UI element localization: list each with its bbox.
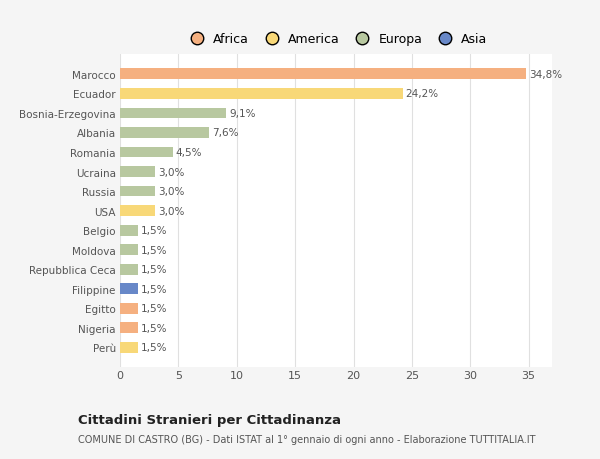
Legend: Africa, America, Europa, Asia: Africa, America, Europa, Asia (185, 33, 487, 46)
Bar (120, 245, 137, 256)
Bar (120, 186, 155, 197)
Text: 1,5%: 1,5% (140, 343, 167, 353)
Bar (120, 225, 137, 236)
Bar (120, 342, 137, 353)
Text: 24,2%: 24,2% (406, 89, 439, 99)
Bar (120, 167, 155, 178)
Text: 1,5%: 1,5% (140, 245, 167, 255)
Bar (120, 284, 137, 295)
Text: Cittadini Stranieri per Cittadinanza: Cittadini Stranieri per Cittadinanza (78, 413, 341, 426)
Text: 3,0%: 3,0% (158, 206, 184, 216)
Text: 1,5%: 1,5% (140, 284, 167, 294)
Text: 3,0%: 3,0% (158, 187, 184, 196)
Text: 1,5%: 1,5% (140, 304, 167, 313)
Text: 1,5%: 1,5% (140, 323, 167, 333)
Bar (120, 303, 137, 314)
Text: 7,6%: 7,6% (212, 128, 238, 138)
Bar (120, 128, 209, 139)
Bar (120, 108, 226, 119)
Bar (120, 264, 137, 275)
Text: 4,5%: 4,5% (175, 148, 202, 157)
Bar (120, 206, 155, 217)
Text: 3,0%: 3,0% (158, 167, 184, 177)
Text: 1,5%: 1,5% (140, 265, 167, 274)
Text: 34,8%: 34,8% (529, 70, 562, 79)
Bar (120, 69, 526, 80)
Text: COMUNE DI CASTRO (BG) - Dati ISTAT al 1° gennaio di ogni anno - Elaborazione TUT: COMUNE DI CASTRO (BG) - Dati ISTAT al 1°… (78, 434, 536, 444)
Bar (120, 147, 173, 158)
Bar (120, 89, 403, 100)
Text: 1,5%: 1,5% (140, 226, 167, 235)
Bar (120, 323, 137, 334)
Text: 9,1%: 9,1% (229, 109, 256, 118)
